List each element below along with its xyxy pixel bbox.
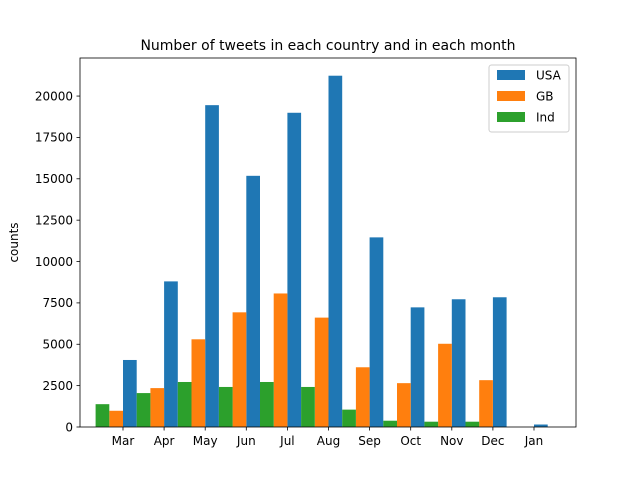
- x-tick-label-apr: Apr: [154, 434, 175, 448]
- legend-label-usa: USA: [536, 69, 562, 83]
- bar-ind-apr: [136, 393, 151, 427]
- bar-usa-jul: [287, 112, 302, 428]
- legend-swatch-ind: [497, 112, 525, 122]
- bar-usa-may: [205, 105, 219, 427]
- legend-label-gb: GB: [536, 90, 554, 104]
- bar-gb-oct: [397, 383, 411, 427]
- bar-usa-jun: [246, 175, 260, 427]
- chart-title: Number of tweets in each country and in …: [140, 38, 515, 54]
- bar-usa-aug: [328, 75, 343, 428]
- bar-gb-jun: [232, 312, 247, 427]
- x-tick-label-jun: Jun: [236, 434, 256, 448]
- bar-ind-may: [177, 381, 192, 427]
- bar-usa-dec: [492, 297, 507, 427]
- x-tick-label-aug: Aug: [317, 434, 340, 448]
- bar-gb-may: [191, 339, 206, 427]
- y-axis-label: counts: [7, 222, 21, 262]
- bar-ind-jul: [260, 381, 274, 427]
- y-tick-label: 12500: [35, 213, 73, 227]
- x-tick-label-nov: Nov: [440, 434, 463, 448]
- x-tick-label-mar: Mar: [112, 434, 135, 448]
- bar-usa-apr: [164, 281, 178, 427]
- y-tick-label: 5000: [42, 338, 73, 352]
- bar-gb-aug: [314, 317, 329, 427]
- x-tick-label-sep: Sep: [358, 434, 381, 448]
- x-tick-label-dec: Dec: [481, 434, 504, 448]
- y-tick-label: 7500: [42, 296, 73, 310]
- legend: USA GB Ind: [488, 64, 570, 133]
- bar-gb-dec: [479, 380, 493, 427]
- bar-gb-mar: [109, 410, 123, 427]
- bar-ind-aug: [301, 386, 315, 427]
- bar-usa-oct: [410, 307, 425, 427]
- x-tick-label-may: May: [193, 434, 218, 448]
- y-tick-label: 10000: [35, 255, 73, 269]
- bar-gb-sep: [355, 367, 370, 427]
- bar-ind-jun: [218, 386, 233, 427]
- bar-ind-nov: [424, 421, 439, 427]
- x-tick-label-jul: Jul: [279, 434, 294, 448]
- legend-label-ind: Ind: [536, 111, 555, 125]
- bar-gb-apr: [150, 388, 165, 427]
- axes-group: 0 2500 5000 7500 10000 12500 15000 17500 20000 Ma…: [35, 57, 577, 448]
- bar-gb-jul: [273, 293, 288, 427]
- y-tick-label: 0: [65, 420, 73, 434]
- x-tick-label-oct: Oct: [400, 434, 421, 448]
- bar-usa-nov: [451, 299, 466, 427]
- y-tick-label: 17500: [35, 131, 73, 145]
- bar-ind-dec: [465, 421, 480, 427]
- x-tick-label-jan: Jan: [524, 434, 544, 448]
- bar-usa-sep: [369, 237, 384, 427]
- bar-ind-mar: [95, 404, 110, 427]
- legend-swatch-gb: [497, 91, 525, 101]
- bar-usa-jan: [534, 424, 548, 427]
- bar-gb-nov: [438, 343, 452, 427]
- plot-frame: [79, 57, 577, 428]
- bars-group: [95, 75, 548, 428]
- y-tick-label: 20000: [35, 89, 73, 103]
- bar-ind-oct: [383, 420, 397, 427]
- bar-ind-sep: [342, 409, 356, 427]
- y-tick-label: 2500: [42, 379, 73, 393]
- y-tick-label: 15000: [35, 172, 73, 186]
- bar-usa-mar: [123, 359, 137, 427]
- legend-swatch-usa: [497, 70, 525, 80]
